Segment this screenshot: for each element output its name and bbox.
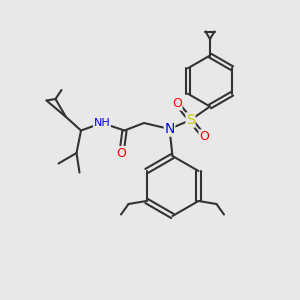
Text: NH: NH: [94, 118, 110, 128]
Text: O: O: [199, 130, 209, 143]
Text: N: N: [164, 122, 175, 136]
Text: S: S: [186, 113, 195, 127]
Text: O: O: [117, 146, 126, 160]
Text: O: O: [172, 97, 182, 110]
